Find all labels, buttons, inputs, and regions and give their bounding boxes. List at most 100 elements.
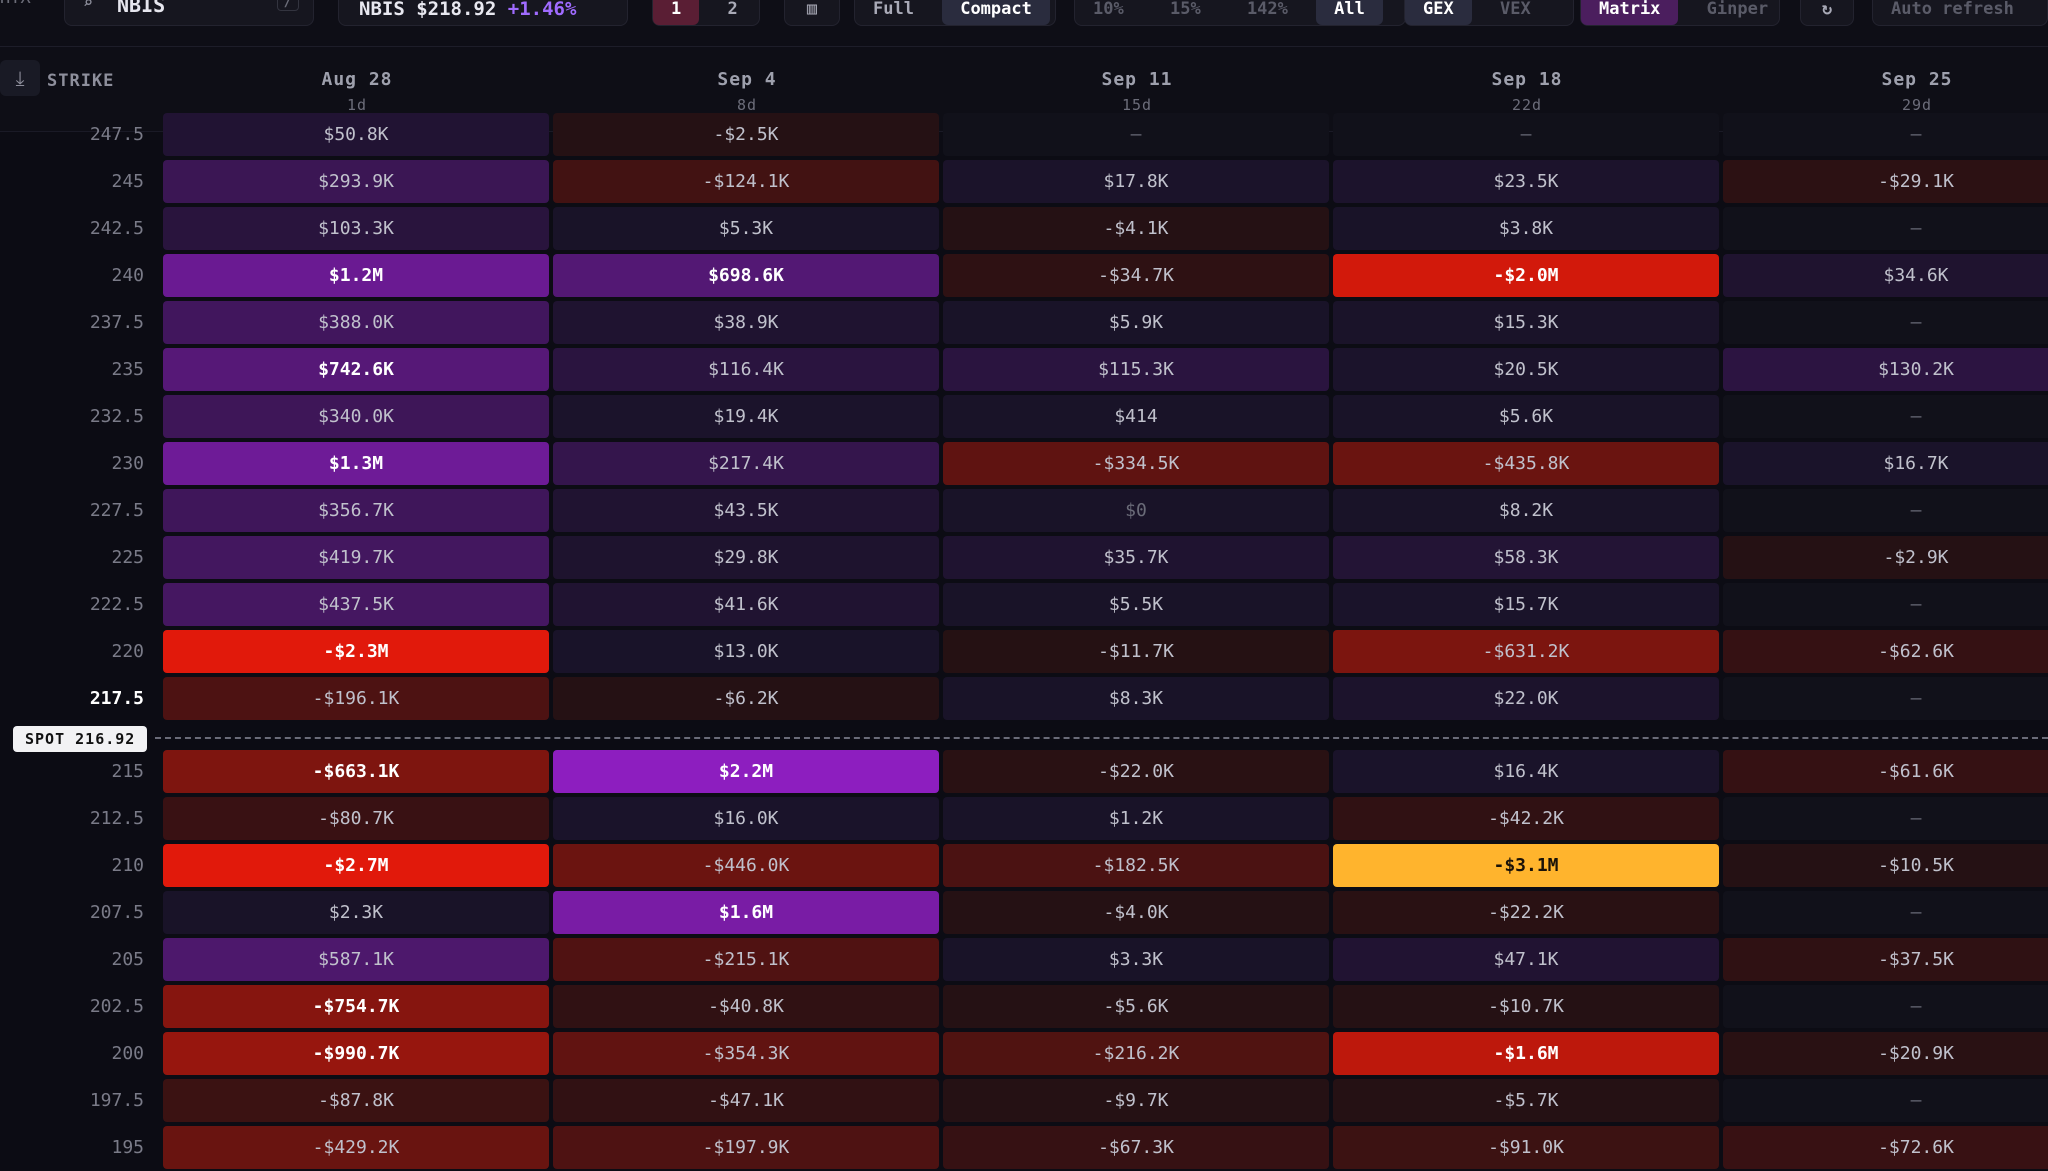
gex-cell[interactable]: -$37.5K bbox=[1723, 938, 2048, 981]
gex-cell[interactable]: -$47.1K bbox=[553, 1079, 939, 1122]
expiry-header[interactable]: Aug 28 1d bbox=[163, 69, 551, 114]
gex-cell[interactable]: -$9.7K bbox=[943, 1079, 1329, 1122]
gex-cell[interactable]: $388.0K bbox=[163, 301, 549, 344]
gex-cell[interactable]: $22.0K bbox=[1333, 677, 1719, 720]
ticker-search[interactable]: ⌕ NBIS / bbox=[64, 0, 314, 26]
gex-cell[interactable]: -$2.0M bbox=[1333, 254, 1719, 297]
download-button[interactable]: ⤓ bbox=[0, 60, 40, 96]
gex-cell[interactable]: $13.0K bbox=[553, 630, 939, 673]
gex-cell[interactable]: -$124.1K bbox=[553, 160, 939, 203]
gex-cell[interactable]: -$754.7K bbox=[163, 985, 549, 1028]
gex-cell[interactable]: -$22.0K bbox=[943, 750, 1329, 793]
gex-cell[interactable]: -$4.1K bbox=[943, 207, 1329, 250]
gex-cell[interactable]: -$429.2K bbox=[163, 1126, 549, 1169]
gex-cell[interactable]: -$34.7K bbox=[943, 254, 1329, 297]
gex-cell[interactable]: $742.6K bbox=[163, 348, 549, 391]
gex-cell[interactable]: $8.3K bbox=[943, 677, 1329, 720]
gex-cell[interactable]: -$196.1K bbox=[163, 677, 549, 720]
gex-cell[interactable]: $103.3K bbox=[163, 207, 549, 250]
gex-cell[interactable]: -$72.6K bbox=[1723, 1126, 2048, 1169]
gex-cell[interactable]: -$2.7M bbox=[163, 844, 549, 887]
auto-refresh-toggle[interactable]: Auto refresh bbox=[1872, 0, 2048, 26]
gex-cell[interactable]: $437.5K bbox=[163, 583, 549, 626]
gex-cell[interactable]: — bbox=[1723, 395, 2048, 438]
gex-cell[interactable]: $5.3K bbox=[553, 207, 939, 250]
gex-cell[interactable]: -$216.2K bbox=[943, 1032, 1329, 1075]
gex-cell[interactable]: — bbox=[1723, 1079, 2048, 1122]
view-compact-button[interactable]: Compact bbox=[942, 0, 1050, 25]
gex-cell[interactable]: -$334.5K bbox=[943, 442, 1329, 485]
search-input[interactable]: NBIS bbox=[117, 0, 166, 17]
gex-cell[interactable]: -$22.2K bbox=[1333, 891, 1719, 934]
gex-cell[interactable]: $20.5K bbox=[1333, 348, 1719, 391]
gex-cell[interactable]: $38.9K bbox=[553, 301, 939, 344]
gex-cell[interactable]: -$11.7K bbox=[943, 630, 1329, 673]
gex-cell[interactable]: -$197.9K bbox=[553, 1126, 939, 1169]
gex-cell[interactable]: -$62.6K bbox=[1723, 630, 2048, 673]
gex-cell[interactable]: $34.6K bbox=[1723, 254, 2048, 297]
gex-cell[interactable]: $116.4K bbox=[553, 348, 939, 391]
gex-cell[interactable]: — bbox=[1723, 301, 2048, 344]
gex-cell[interactable]: -$354.3K bbox=[553, 1032, 939, 1075]
gex-cell[interactable]: $35.7K bbox=[943, 536, 1329, 579]
gex-cell[interactable]: $1.2K bbox=[943, 797, 1329, 840]
gex-cell[interactable]: -$3.1M bbox=[1333, 844, 1719, 887]
expiry-header[interactable]: Sep 18 22d bbox=[1333, 69, 1721, 114]
gex-cell[interactable]: $414 bbox=[943, 395, 1329, 438]
gex-cell[interactable]: $5.5K bbox=[943, 583, 1329, 626]
view-full-button[interactable]: Full bbox=[873, 0, 914, 19]
gex-cell[interactable]: -$6.2K bbox=[553, 677, 939, 720]
page-1-button[interactable]: 1 bbox=[653, 0, 700, 25]
gex-cell[interactable]: $419.7K bbox=[163, 536, 549, 579]
gex-cell[interactable]: $29.8K bbox=[553, 536, 939, 579]
gex-cell[interactable]: — bbox=[1723, 677, 2048, 720]
gex-cell[interactable]: — bbox=[1723, 891, 2048, 934]
vex-button[interactable]: VEX bbox=[1499, 0, 1531, 19]
gex-cell[interactable]: -$215.1K bbox=[553, 938, 939, 981]
gex-cell[interactable]: $5.6K bbox=[1333, 395, 1719, 438]
gex-cell[interactable]: $43.5K bbox=[553, 489, 939, 532]
gex-cell[interactable]: $58.3K bbox=[1333, 536, 1719, 579]
gex-cell[interactable]: -$2.5K bbox=[553, 113, 939, 156]
gex-cell[interactable]: — bbox=[1723, 797, 2048, 840]
gex-cell[interactable]: -$446.0K bbox=[553, 844, 939, 887]
gex-cell[interactable]: -$1.6M bbox=[1333, 1032, 1719, 1075]
gex-cell[interactable]: $19.4K bbox=[553, 395, 939, 438]
gex-cell[interactable]: -$42.2K bbox=[1333, 797, 1719, 840]
gex-cell[interactable]: $1.3M bbox=[163, 442, 549, 485]
gex-cell[interactable]: $16.7K bbox=[1723, 442, 2048, 485]
gex-cell[interactable]: -$61.6K bbox=[1723, 750, 2048, 793]
gex-cell[interactable]: $50.8K bbox=[163, 113, 549, 156]
chart-button[interactable]: ▥ bbox=[784, 0, 840, 26]
gex-cell[interactable]: -$20.9K bbox=[1723, 1032, 2048, 1075]
gex-cell[interactable]: $0 bbox=[943, 489, 1329, 532]
expiry-header[interactable]: Sep 4 8d bbox=[553, 69, 941, 114]
gex-cell[interactable]: $3.8K bbox=[1333, 207, 1719, 250]
gex-cell[interactable]: $1.2M bbox=[163, 254, 549, 297]
gex-cell[interactable]: -$40.8K bbox=[553, 985, 939, 1028]
range-142-button[interactable]: 142% bbox=[1246, 0, 1288, 19]
refresh-button[interactable]: ↻ bbox=[1800, 0, 1854, 26]
gex-cell[interactable]: — bbox=[1723, 489, 2048, 532]
page-2-button[interactable]: 2 bbox=[727, 0, 738, 19]
matrix-mode-button[interactable]: Matrix bbox=[1581, 0, 1679, 25]
gex-cell[interactable]: $698.6K bbox=[553, 254, 939, 297]
gex-cell[interactable]: $2.3K bbox=[163, 891, 549, 934]
range-15-button[interactable]: 15% bbox=[1169, 0, 1201, 19]
other-mode-button[interactable]: Ginper bbox=[1706, 0, 1769, 19]
gex-cell[interactable]: $5.9K bbox=[943, 301, 1329, 344]
gex-cell[interactable]: -$10.7K bbox=[1333, 985, 1719, 1028]
gex-cell[interactable]: -$990.7K bbox=[163, 1032, 549, 1075]
gex-cell[interactable]: $293.9K bbox=[163, 160, 549, 203]
gex-button[interactable]: GEX bbox=[1405, 0, 1472, 25]
gex-cell[interactable]: -$80.7K bbox=[163, 797, 549, 840]
gex-cell[interactable]: $1.6M bbox=[553, 891, 939, 934]
range-all-button[interactable]: All bbox=[1316, 0, 1383, 25]
gex-cell[interactable]: $15.3K bbox=[1333, 301, 1719, 344]
gex-cell[interactable]: $130.2K bbox=[1723, 348, 2048, 391]
gex-cell[interactable]: -$182.5K bbox=[943, 844, 1329, 887]
expiry-header[interactable]: Sep 25 29d bbox=[1723, 69, 2048, 114]
range-10-button[interactable]: 10% bbox=[1093, 0, 1124, 19]
gex-cell[interactable]: -$2.3M bbox=[163, 630, 549, 673]
gex-cell[interactable]: — bbox=[1333, 113, 1719, 156]
